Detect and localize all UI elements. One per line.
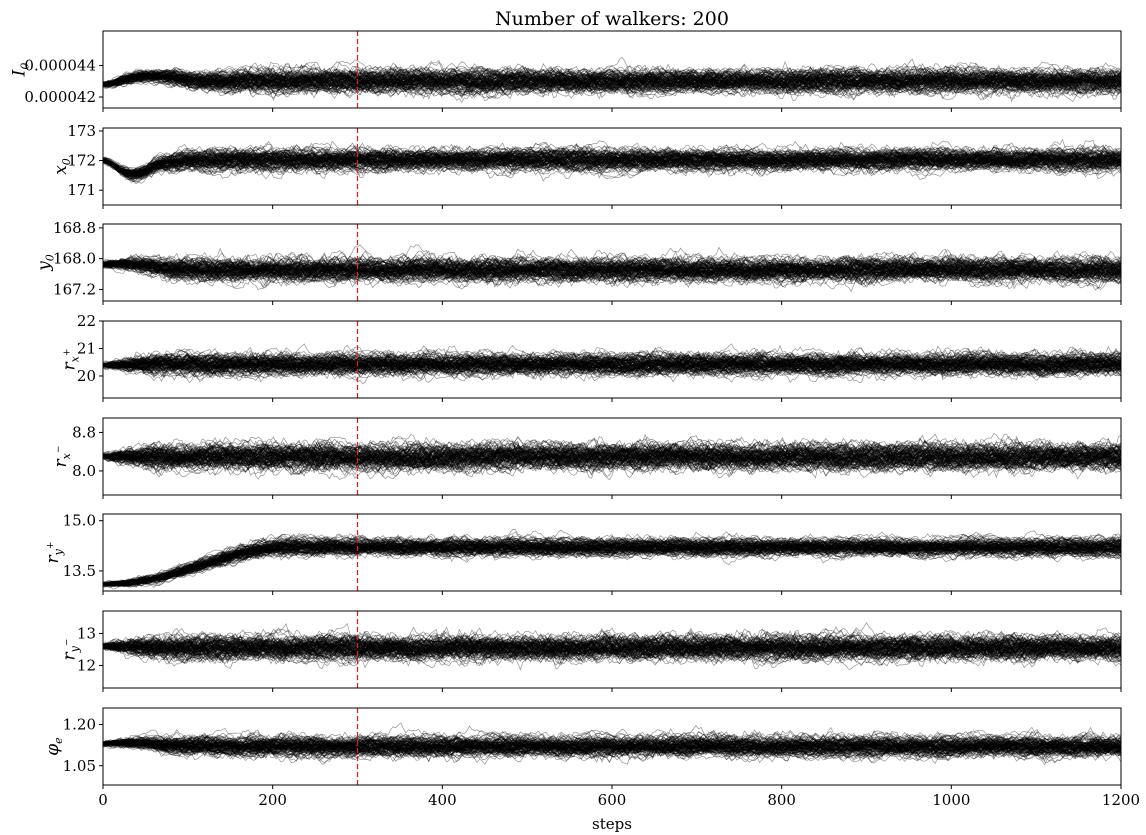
y-tick-label: 13: [77, 624, 96, 642]
y-tick-label: 0.000044: [24, 57, 96, 75]
y-axis-label: rx−: [51, 446, 73, 468]
x-tick-label: 200: [258, 791, 287, 809]
y-tick-label: 171: [67, 181, 96, 199]
y-axis-label: ry+: [43, 542, 65, 564]
trace-panel-4: 8.8 8.0rx−: [51, 418, 1121, 499]
y-axis-label: y0: [35, 254, 57, 272]
y-tick-label: 22: [77, 312, 96, 330]
walker-traces: [103, 245, 1121, 292]
x-tick-label: 600: [598, 791, 627, 809]
walker-traces: [103, 529, 1121, 589]
walker-traces: [103, 623, 1121, 670]
y-tick-label: 15.0: [63, 512, 96, 530]
y-tick-label: 8.0: [72, 462, 96, 480]
y-tick-label: 8.8: [72, 423, 96, 441]
x-tick-label: 1000: [932, 791, 970, 809]
walker-traces: [103, 140, 1121, 184]
y-tick-label: 13.5: [63, 562, 96, 580]
y-tick-label: 20: [77, 367, 96, 385]
walker-traces: [103, 344, 1121, 384]
y-tick-label: 168.0: [53, 250, 96, 268]
y-tick-label: 167.2: [53, 280, 96, 298]
y-axis-label: x0: [51, 158, 73, 175]
x-tick-label: 400: [428, 791, 457, 809]
x-axis-title: steps: [592, 815, 632, 833]
y-tick-label: 173: [67, 122, 96, 140]
walker-traces: [103, 57, 1121, 102]
y-tick-label: 12: [77, 657, 96, 675]
x-tick-label: 0: [98, 791, 108, 809]
x-tick-label: 1200: [1102, 791, 1140, 809]
chart-title: Number of walkers: 200: [495, 8, 729, 30]
walker-traces: [103, 434, 1121, 480]
y-tick-label: 1.05: [63, 757, 96, 775]
trace-panel-0: 0.000044 0.000042 I0: [10, 31, 1121, 112]
trace-panels: 0.0000440.000042I0173172171x0168.8168.01…: [10, 31, 1140, 809]
y-tick-label: 0.000042: [24, 88, 96, 106]
x-tick-label: 800: [767, 791, 796, 809]
trace-panel-2: 168.8 168.0 167.2 y0: [35, 219, 1122, 305]
y-tick-label: 21: [77, 340, 96, 358]
y-axis-label: φe: [43, 737, 65, 756]
y-axis-label: I0: [10, 63, 32, 78]
y-tick-label: 168.8: [53, 219, 96, 237]
y-tick-label: 1.20: [63, 716, 96, 734]
trace-panel-5: 15.0 13.5ry+: [43, 512, 1121, 595]
walker-traces: [103, 723, 1121, 765]
